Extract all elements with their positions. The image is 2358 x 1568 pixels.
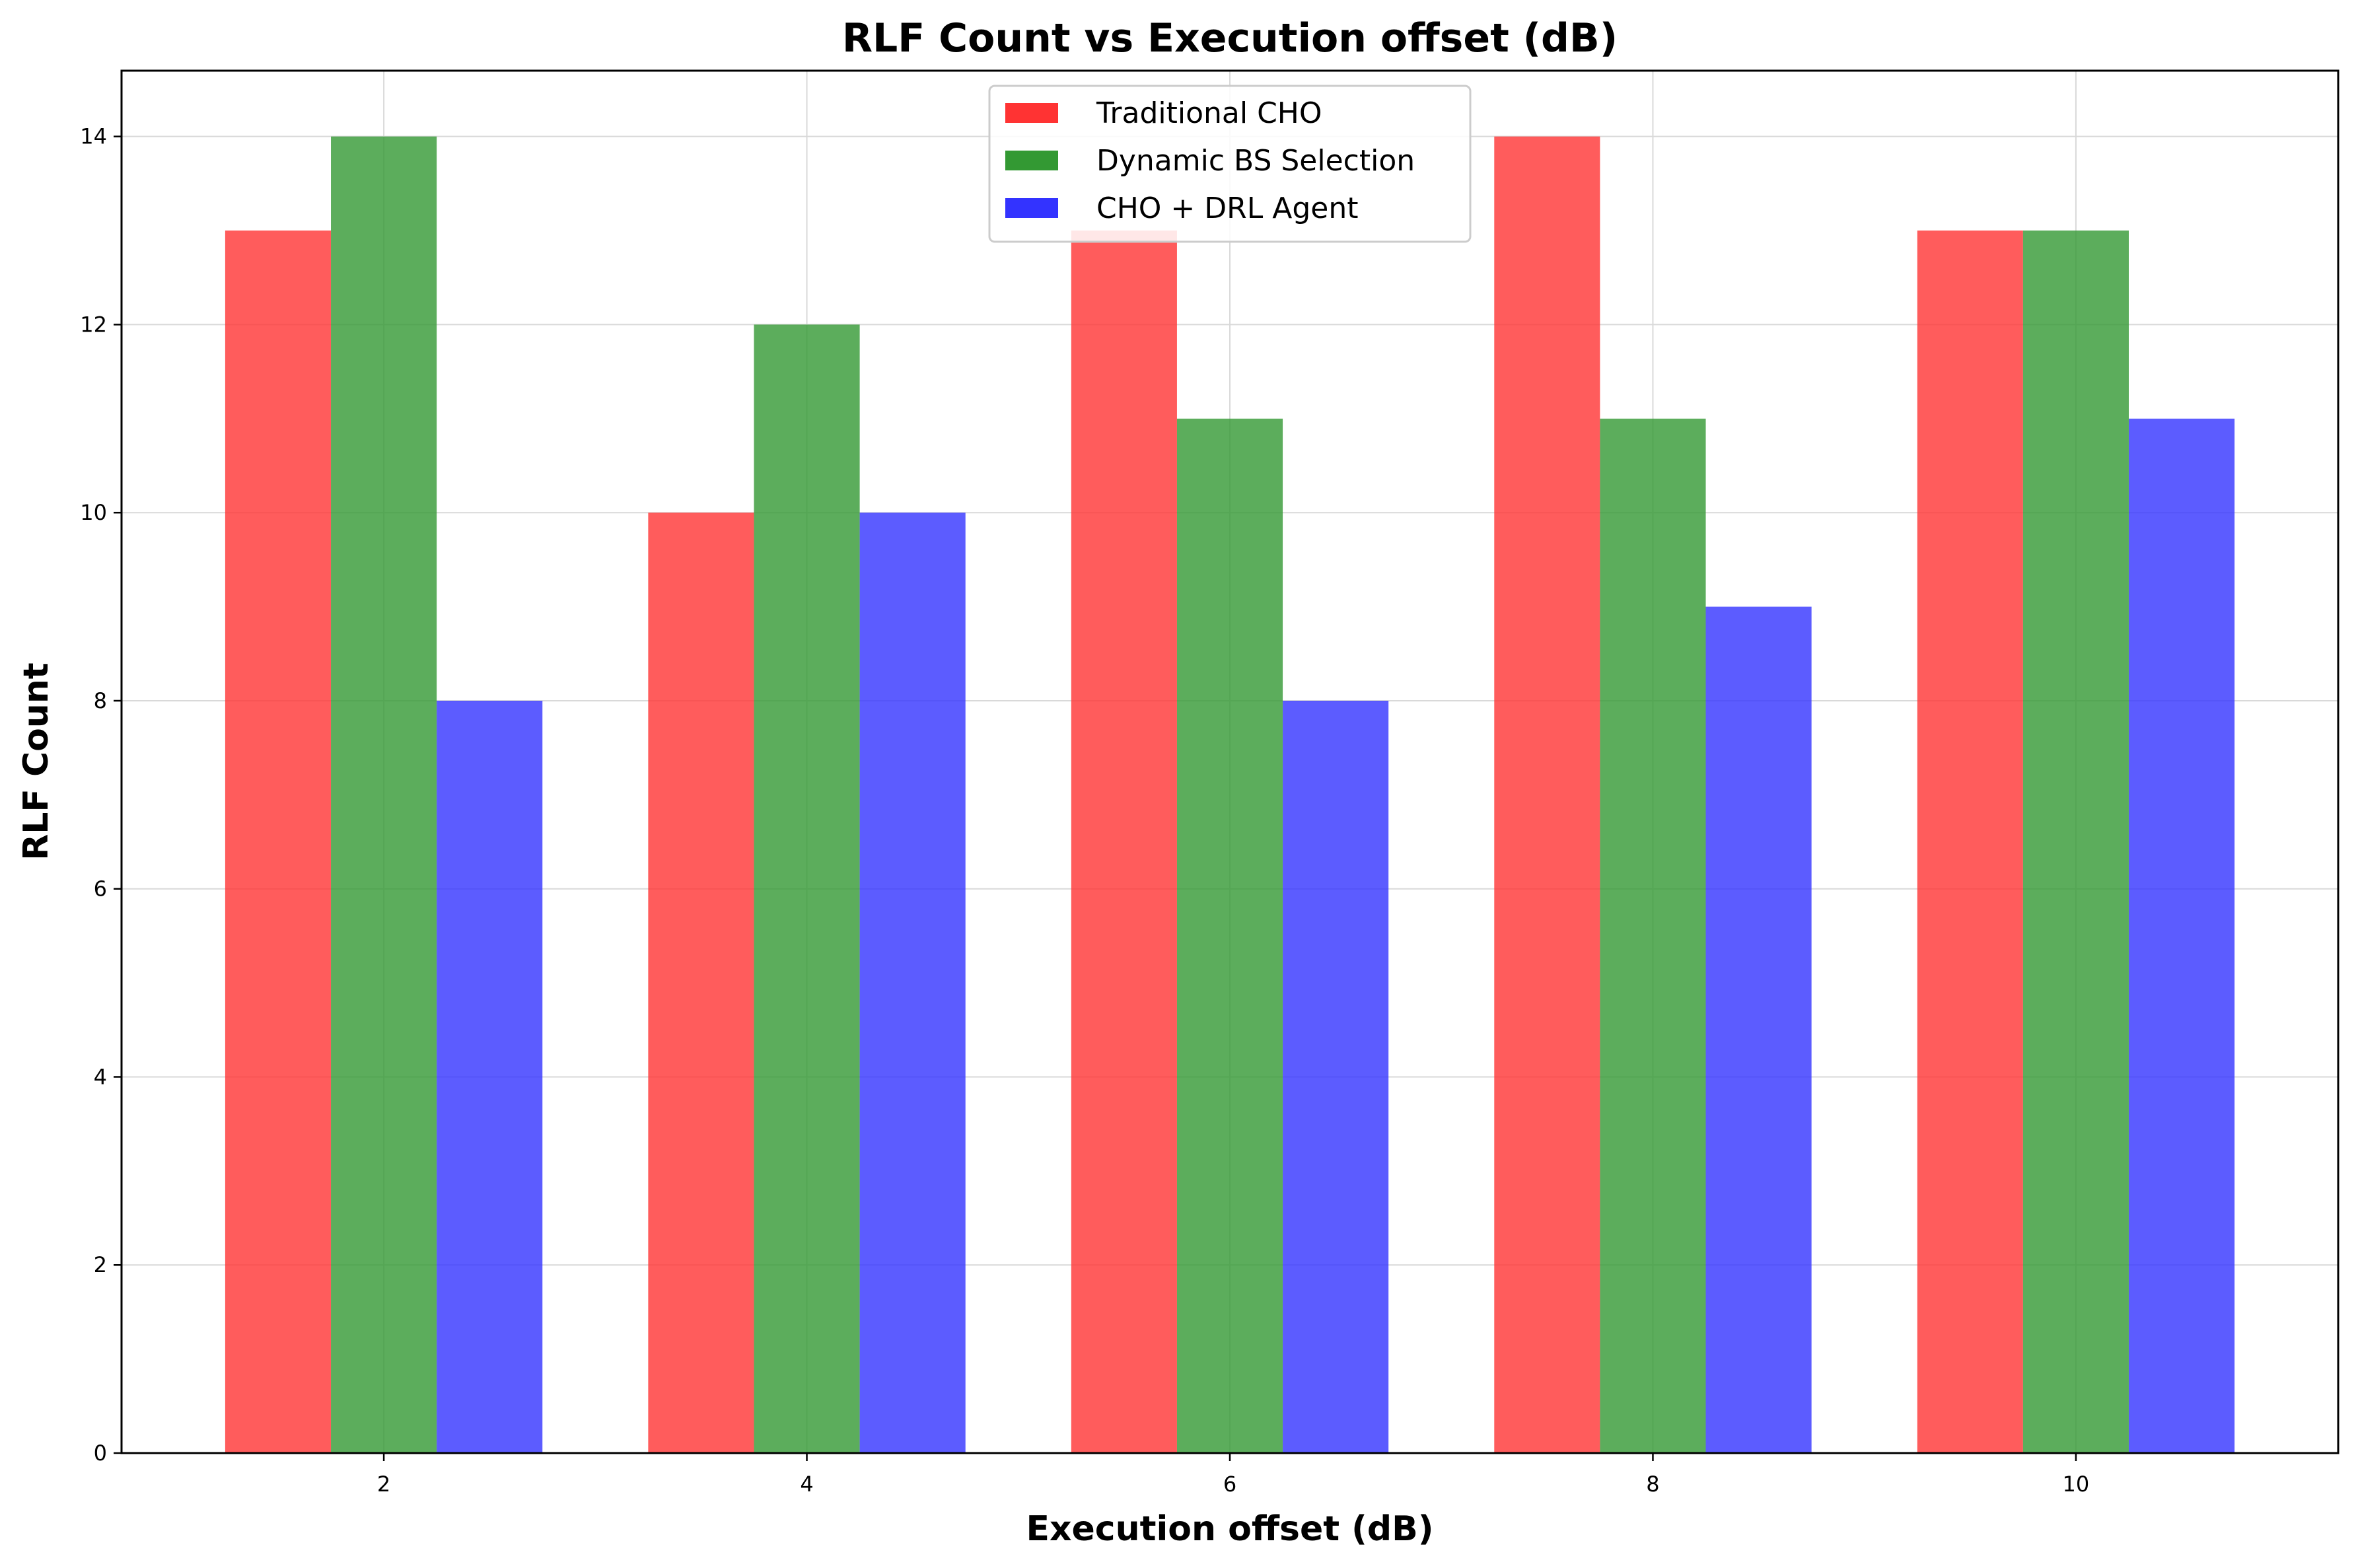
legend-swatch-cho-drl-agent: [1005, 198, 1058, 218]
y-tick-label: 14: [80, 124, 107, 149]
legend-swatch-traditional-cho: [1005, 103, 1058, 123]
y-tick-label: 8: [94, 688, 107, 713]
bar-dynamic-bs-selection-6: [1176, 418, 1283, 1453]
bar-cho-drl-agent-6: [1283, 700, 1389, 1453]
bar-cho-drl-agent-8: [1705, 606, 1812, 1453]
bar-dynamic-bs-selection-8: [1600, 418, 1706, 1453]
bar-cho-drl-agent-10: [2128, 418, 2235, 1453]
bar-dynamic-bs-selection-2: [331, 136, 437, 1454]
legend-label-cho-drl-agent: CHO + DRL Agent: [1096, 192, 1358, 225]
x-tick-label: 4: [800, 1472, 813, 1497]
y-tick-label: 12: [80, 312, 107, 337]
y-tick-label: 2: [94, 1252, 107, 1277]
x-tick-label: 8: [1646, 1472, 1659, 1497]
bar-dynamic-bs-selection-10: [2022, 231, 2129, 1453]
chart-title: RLF Count vs Execution offset (dB): [842, 15, 1618, 61]
x-tick-label: 6: [1223, 1472, 1236, 1497]
legend-label-dynamic-bs-selection: Dynamic BS Selection: [1096, 144, 1415, 178]
bar-traditional-cho-10: [1917, 231, 2023, 1453]
bar-traditional-cho-2: [225, 231, 332, 1453]
y-tick-label: 6: [94, 876, 107, 902]
bars-layer: [225, 136, 2235, 1454]
y-tick-label: 10: [80, 500, 107, 525]
x-tick-label: 2: [377, 1472, 390, 1497]
bar-traditional-cho-4: [648, 513, 754, 1454]
x-axis-title: Execution offset (dB): [1026, 1509, 1433, 1549]
ticks-layer: 0 2 4 6 8 10 12 14 2 4 6 8 10: [80, 124, 2089, 1497]
bar-traditional-cho-8: [1494, 136, 1600, 1454]
bar-cho-drl-agent-4: [859, 513, 966, 1454]
bar-cho-drl-agent-2: [437, 700, 543, 1453]
legend: Traditional CHO Dynamic BS Selection CHO…: [988, 85, 1472, 243]
legend-box: [988, 85, 1472, 243]
legend-label-traditional-cho: Traditional CHO: [1096, 96, 1322, 130]
y-tick-label: 0: [94, 1441, 107, 1466]
y-axis-title: RLF Count: [17, 662, 56, 861]
bar-dynamic-bs-selection-4: [754, 324, 860, 1453]
x-tick-label: 10: [2063, 1472, 2090, 1497]
legend-swatch-dynamic-bs-selection: [1005, 151, 1058, 170]
bar-traditional-cho-6: [1071, 231, 1177, 1453]
y-tick-label: 4: [94, 1064, 107, 1089]
